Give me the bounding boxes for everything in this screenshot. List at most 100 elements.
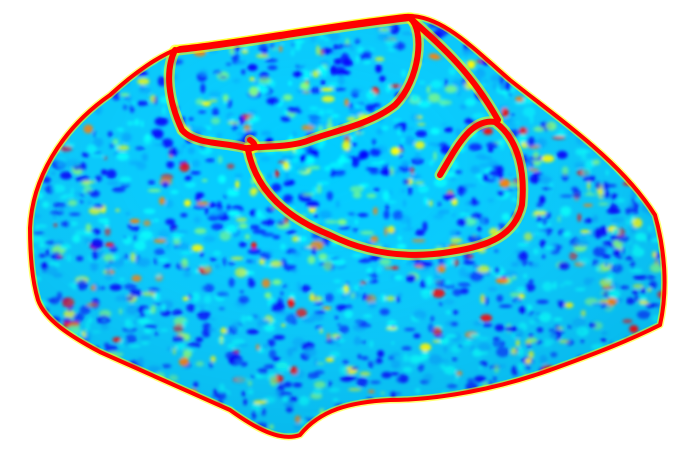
speckle-blob — [299, 445, 303, 455]
speckle-blob — [14, 341, 27, 351]
speckle-blob — [18, 258, 24, 265]
speckle-blob — [69, 431, 84, 437]
speckle-blob — [621, 126, 627, 133]
speckle-blob — [93, 408, 108, 413]
speckle-blob — [52, 337, 62, 344]
speckle-blob — [501, 15, 514, 17]
speckle-blob — [122, 432, 128, 437]
speckle-blob — [518, 59, 533, 65]
speckle-blob — [554, 437, 559, 444]
speckle-blob — [667, 101, 670, 111]
speckle-blob — [608, 21, 620, 27]
speckle-blob — [651, 59, 661, 66]
speckle-blob — [329, 429, 334, 434]
speckle-blob — [92, 412, 103, 420]
speckle-blob — [111, 378, 122, 385]
speckle-blob — [186, 15, 199, 18]
speckle-blob — [632, 35, 639, 44]
speckle-blob — [529, 71, 540, 80]
speckle-blob — [435, 433, 440, 437]
speckle-blob — [553, 42, 560, 47]
speckle-blob — [92, 434, 98, 437]
speckle-blob — [606, 406, 617, 415]
speckle-blob — [65, 343, 73, 350]
speckle-blob — [597, 134, 608, 137]
speckle-blob — [549, 8, 563, 13]
speckle-blob — [101, 51, 105, 60]
speckle-blob — [34, 9, 38, 14]
speckle-blob — [645, 44, 657, 48]
speckle-blob — [37, 393, 43, 397]
speckle-blob — [657, 35, 665, 46]
speckle-blob — [52, 392, 56, 399]
speckle-blob — [205, 21, 209, 32]
speckle-blob — [65, 45, 78, 51]
speckle-blob — [190, 6, 199, 16]
speckle-blob — [469, 415, 483, 419]
speckle-blob — [635, 348, 642, 352]
speckle-blob — [577, 89, 583, 96]
speckle-blob — [44, 77, 52, 85]
speckle-blob — [586, 126, 593, 133]
speckle-blob — [555, 98, 566, 109]
speckle-blob — [37, 121, 41, 126]
speckle-blob — [107, 399, 113, 406]
speckle-blob — [663, 390, 665, 401]
speckle-blob — [37, 134, 45, 145]
speckle-blob — [168, 448, 179, 451]
speckle-blob — [30, 441, 42, 450]
speckle-blob — [48, 397, 53, 401]
speckle-blob — [522, 47, 528, 51]
speckle-blob — [74, 385, 85, 390]
speckle-blob — [594, 377, 607, 383]
speckle-blob — [109, 68, 119, 74]
speckle-blob — [41, 379, 48, 383]
speckle-blob — [646, 361, 657, 366]
speckle-blob — [18, 353, 24, 358]
speckle-blob — [589, 132, 597, 138]
speckle-blob — [91, 429, 99, 436]
speckle-blob — [149, 22, 162, 27]
speckle-blob — [220, 17, 230, 22]
speckle-blob — [652, 354, 661, 363]
speckle-blob — [310, 444, 323, 447]
speckle-blob — [444, 401, 453, 410]
speckle-blob — [635, 418, 646, 423]
speckle-blob — [154, 41, 164, 46]
speckle-blob — [615, 72, 623, 79]
speckle-blob — [17, 342, 29, 352]
speckle-blob — [235, 22, 239, 26]
speckle-blob — [671, 250, 675, 260]
speckle-blob — [123, 15, 129, 17]
speckle-blob — [43, 91, 50, 97]
speckle-blob — [672, 131, 682, 139]
speckle-blob — [203, 440, 210, 444]
speckle-blob — [23, 142, 27, 151]
speckle-blob — [38, 103, 50, 110]
speckle-blob — [539, 33, 550, 43]
speckle-blob — [611, 81, 618, 89]
speckle-blob — [94, 433, 99, 437]
speckle-blob — [675, 323, 679, 329]
speckle-blob — [107, 18, 121, 25]
speckle-blob — [15, 224, 28, 228]
speckle-blob — [138, 47, 147, 52]
speckle-blob — [195, 408, 201, 416]
speckle-blob — [629, 161, 641, 168]
speckle-blob — [669, 141, 678, 144]
speckle-blob — [88, 65, 95, 73]
speckle-blob — [86, 427, 98, 436]
speckle-blob — [540, 390, 553, 399]
speckle-blob — [518, 422, 529, 430]
speckle-blob — [548, 380, 560, 386]
speckle-blob — [146, 440, 150, 446]
speckle-blob — [73, 51, 86, 61]
speckle-blob — [175, 30, 183, 41]
speckle-blob — [637, 39, 647, 50]
speckle-blob — [43, 397, 52, 408]
speckle-blob — [151, 15, 160, 21]
speckle-blob — [163, 393, 169, 396]
speckle-blob — [39, 124, 47, 130]
speckle-blob — [608, 15, 619, 21]
speckle-blob — [476, 405, 482, 415]
